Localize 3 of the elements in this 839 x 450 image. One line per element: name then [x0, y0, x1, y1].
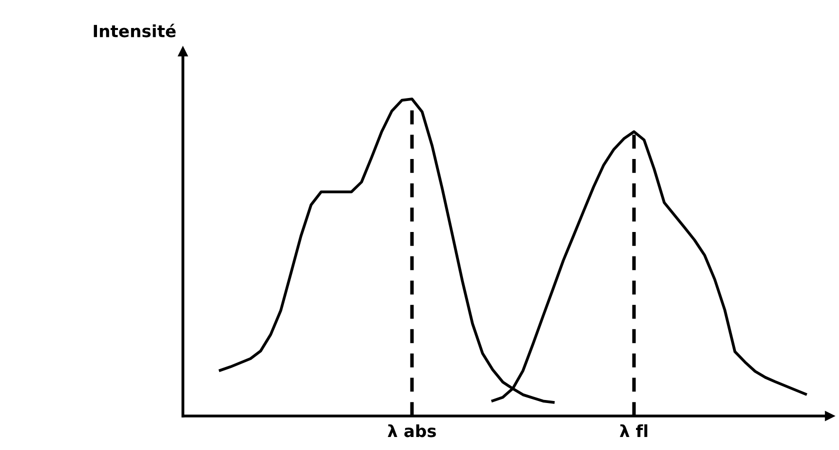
y-axis-title: Intensité	[94, 24, 176, 38]
x-tick-label: λ fl	[620, 424, 648, 437]
x-tick-label: λ abs	[388, 424, 436, 438]
